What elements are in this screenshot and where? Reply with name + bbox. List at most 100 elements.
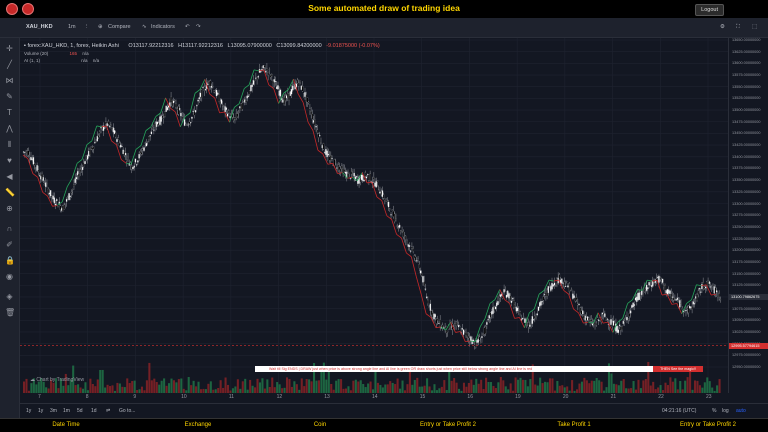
redo-icon[interactable]: ↷ [196, 24, 201, 30]
volume-bar [394, 384, 397, 393]
ruler-icon[interactable]: 📏 [5, 188, 15, 197]
interval-select[interactable]: 1m [68, 24, 76, 30]
candle-body [473, 344, 476, 347]
volume-bar [686, 377, 689, 393]
footer-entry-tp2-a[interactable]: Entry or Take Profit 2 [420, 422, 476, 428]
range-custom-icon[interactable]: ⇌ [106, 408, 111, 414]
symbol-search[interactable]: XAU_HKD [26, 24, 53, 30]
candle-body [64, 203, 67, 205]
magnet-icon[interactable]: ∩ [6, 224, 13, 233]
snapshot-icon[interactable]: ⬚ [752, 24, 758, 30]
volume-bar [320, 370, 323, 393]
footer-tp1[interactable]: Take Profit 1 [557, 422, 591, 428]
range-3m[interactable]: 3m [50, 408, 57, 414]
range-1m[interactable]: 1m [63, 408, 70, 414]
percent-toggle[interactable]: % [712, 408, 717, 414]
candle-body [711, 287, 713, 289]
price-axis[interactable]: 13650.00000000 13625.00000000 13600.000000… [728, 38, 768, 393]
chart-area[interactable] [20, 38, 728, 393]
home-icon[interactable] [6, 3, 18, 15]
ai-line-segment [381, 200, 388, 216]
undo-icon[interactable]: ↶ [185, 24, 190, 30]
top-bar: Some automated draw of trading idea Logo… [0, 0, 768, 18]
volume-bar [374, 371, 377, 393]
volume-bar [138, 389, 141, 393]
crosshair-icon[interactable]: ✛ [6, 44, 13, 53]
pattern-icon[interactable]: ⋀ [6, 124, 13, 133]
ai-line-segment [489, 299, 496, 304]
candle-body [401, 230, 403, 232]
volume-bar [344, 388, 348, 393]
volume-bar [492, 385, 495, 393]
candle-body [536, 313, 538, 316]
ai-line-segment [499, 289, 506, 300]
footer-date-time[interactable]: Date Time [52, 422, 80, 428]
trash-icon[interactable]: 🗑 [5, 308, 16, 317]
price-tick-label: 13200.00000000 [732, 248, 761, 253]
volume-bar [674, 378, 677, 393]
candle-body [670, 293, 672, 300]
candle-body [612, 320, 615, 326]
range-1y-b[interactable]: 1y [38, 408, 44, 414]
logout-button[interactable]: Logout [695, 4, 724, 16]
prediction-icon[interactable]: ⫴ [7, 140, 12, 149]
footer-entry-tp2-b[interactable]: Entry or Take Profit 2 [680, 422, 736, 428]
indicators-button[interactable]: Indicators [151, 24, 175, 30]
ai-line-segment [450, 321, 456, 333]
range-1d[interactable]: 1d [91, 408, 97, 414]
footer-coin[interactable]: Coin [313, 422, 327, 428]
candle-body [159, 116, 161, 125]
back-icon[interactable]: ◀ [6, 172, 13, 181]
auto-toggle[interactable]: auto [736, 408, 746, 414]
zoom-icon[interactable]: ⊕ [6, 204, 13, 213]
compare-button[interactable]: Compare [108, 24, 131, 30]
candle-body [503, 289, 505, 293]
text-icon[interactable]: T [7, 108, 12, 117]
candle-body [684, 310, 686, 312]
candle-body [137, 160, 139, 163]
brush-icon[interactable]: ✎ [6, 92, 13, 101]
settings-icon[interactable]: ⚙ [720, 24, 725, 30]
ai-line-segment [367, 181, 373, 184]
icons-icon[interactable]: ♥ [7, 156, 12, 165]
log-toggle[interactable]: log [722, 408, 729, 414]
candle-body [57, 206, 59, 208]
chart-type-icon[interactable]: ⫶ [86, 24, 88, 30]
volume-bar [546, 382, 549, 393]
volume-bar [713, 390, 716, 393]
price-chart[interactable] [20, 38, 728, 393]
candle-body [121, 145, 123, 147]
ai-line-segment [401, 237, 407, 254]
candle-body [715, 290, 718, 293]
price-tick-label: 13500.00000000 [732, 108, 761, 113]
volume-bar [99, 370, 102, 393]
candle-body [326, 150, 328, 158]
pencil-lock-icon[interactable]: ✐ [6, 240, 13, 249]
user-icon[interactable] [22, 3, 34, 15]
candle-body [311, 113, 314, 120]
candle-body [661, 278, 664, 283]
range-5d[interactable]: 5d [77, 408, 83, 414]
volume-bar [101, 369, 104, 393]
fullscreen-icon[interactable]: ⛶ [736, 24, 740, 30]
time-tick-label: 14 [372, 394, 378, 400]
price-tick-label: 12950.00000000 [732, 365, 761, 369]
footer-exchange[interactable]: Exchange [184, 422, 212, 428]
candle-body [176, 108, 178, 110]
trend-line-icon[interactable]: ╱ [7, 60, 12, 69]
range-1y[interactable]: 1y [26, 408, 32, 414]
fib-icon[interactable]: ⋈ [5, 76, 14, 85]
candle-body [212, 86, 214, 88]
candle-body [45, 182, 47, 187]
eye-icon[interactable]: ◉ [6, 272, 13, 281]
candle-body [481, 336, 483, 338]
layers-icon[interactable]: ◈ [6, 292, 13, 301]
tradingview-watermark[interactable]: ☁ Chart by TradingView [30, 377, 85, 383]
volume-bar [263, 388, 266, 393]
volume-bar [465, 386, 468, 393]
ai-line-segment [342, 172, 348, 179]
lock-icon[interactable]: 🔒 [5, 256, 15, 265]
goto-button[interactable]: Go to... [119, 408, 136, 414]
candle-body [685, 309, 687, 312]
time-axis[interactable]: 7 8 9 10 11 12 13 14 15 16 19 20 21 22 23 [20, 393, 728, 403]
